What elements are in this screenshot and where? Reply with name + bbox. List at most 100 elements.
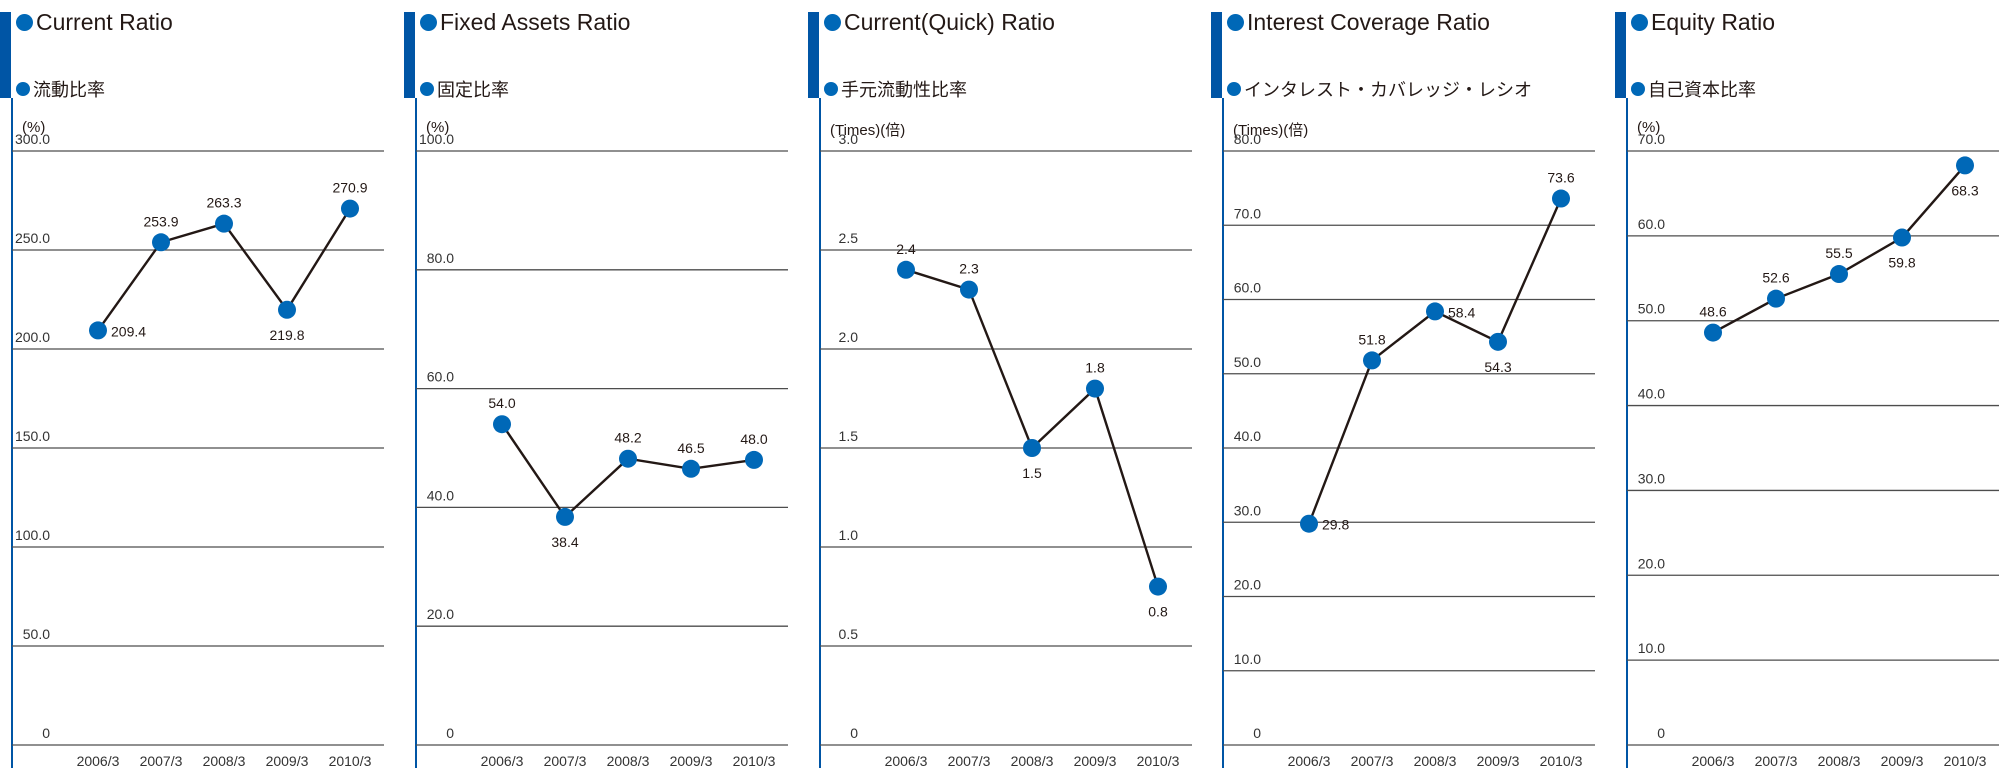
data-label: 29.8: [1322, 517, 1349, 533]
chart-panel-current-ratio: Current Ratio 流動比率 (%) 300.0 250.0 200.0 15…: [0, 0, 384, 768]
y-tick-label: 0.5: [839, 626, 859, 642]
bullet-icon: [16, 82, 30, 96]
bullet-icon: [1631, 14, 1648, 31]
x-tick-label: 2009/3: [266, 753, 309, 768]
y-axis-unit: (Times)(倍): [1233, 122, 1309, 139]
y-tick-label: 1.0: [839, 527, 859, 543]
y-tick-label: 0: [1253, 725, 1261, 741]
chart-panel-equity-ratio: Equity Ratio 自己資本比率 (%) 70.0 60.0 50.0 40.0…: [1615, 0, 1999, 768]
y-tick-label: 0: [42, 725, 50, 741]
x-tick-label: 2006/3: [885, 753, 928, 768]
data-point: [745, 450, 763, 469]
y-tick-label: 20.0: [427, 606, 454, 622]
bullet-icon: [824, 14, 841, 31]
data-label: 55.5: [1825, 245, 1852, 261]
y-tick-label: 50.0: [23, 626, 50, 642]
data-point: [215, 214, 233, 233]
y-tick-label: 100.0: [15, 527, 50, 543]
panel-title-en: Interest Coverage Ratio: [1227, 9, 1490, 36]
y-tick-label: 80.0: [427, 250, 454, 266]
y-tick-label: 20.0: [1234, 577, 1261, 593]
y-tick-label: 200.0: [15, 329, 50, 345]
data-point: [152, 233, 170, 252]
data-point: [493, 415, 511, 434]
panel-accent-stripe: [1211, 12, 1222, 98]
chart-panel-fixed-assets-ratio: Fixed Assets Ratio 固定比率 (%) 100.0 80.0 60.…: [404, 0, 788, 768]
panel-title-en-text: Current(Quick) Ratio: [844, 9, 1055, 35]
data-point: [1767, 289, 1785, 308]
x-tick-label: 2010/3: [329, 753, 372, 768]
data-point: [89, 321, 107, 340]
y-tick-label: 50.0: [1234, 354, 1261, 370]
panel-left-axis-line: [819, 98, 821, 768]
y-axis-unit: (Times)(倍): [830, 122, 906, 139]
data-point: [897, 260, 915, 279]
panel-accent-stripe: [1615, 12, 1626, 98]
y-tick-label: 2.5: [839, 230, 859, 246]
data-label: 270.9: [332, 180, 367, 196]
data-point: [1426, 302, 1444, 321]
y-tick-label: 2.0: [839, 329, 859, 345]
panel-left-axis-line: [11, 98, 13, 768]
y-axis-unit: (%): [22, 119, 46, 136]
y-tick-label: 70.0: [1638, 131, 1665, 147]
bullet-icon: [1227, 82, 1241, 96]
panel-title-jp: 手元流動性比率: [824, 76, 967, 102]
x-tick-label: 2010/3: [1540, 753, 1583, 768]
data-label: 51.8: [1358, 331, 1385, 347]
y-tick-label: 0: [446, 725, 454, 741]
y-axis-unit: (%): [1637, 119, 1661, 136]
panel-accent-stripe: [0, 12, 11, 98]
data-point: [1149, 577, 1167, 596]
data-label: 52.6: [1762, 270, 1789, 286]
y-tick-label: 3.0: [839, 131, 859, 147]
line-chart: 80.0 70.0 60.0 50.0 40.0 30.0 20.0 10.0 0 2006/3 2…: [1223, 131, 1595, 768]
data-point: [960, 280, 978, 299]
y-axis-unit: (%): [426, 119, 450, 136]
data-label: 219.8: [269, 327, 304, 343]
line-chart: 300.0 250.0 200.0 150.0 100.0 50.0 0 2006/3 2007…: [12, 131, 384, 768]
data-label: 1.8: [1085, 360, 1105, 376]
data-point: [1893, 228, 1911, 247]
y-tick-label: 20.0: [1638, 555, 1665, 571]
data-point: [556, 507, 574, 526]
x-tick-label: 2008/3: [1011, 753, 1054, 768]
data-label: 46.5: [677, 440, 704, 456]
data-label: 48.6: [1699, 304, 1726, 320]
y-tick-label: 60.0: [1638, 216, 1665, 232]
bullet-icon: [1631, 82, 1645, 96]
panel-title-en: Fixed Assets Ratio: [420, 9, 630, 36]
data-label: 38.4: [551, 534, 578, 550]
data-point: [1704, 323, 1722, 342]
x-tick-label: 2006/3: [481, 753, 524, 768]
x-tick-label: 2009/3: [670, 753, 713, 768]
data-label: 54.0: [488, 395, 515, 411]
y-tick-label: 30.0: [1234, 502, 1261, 518]
data-label: 68.3: [1951, 182, 1978, 198]
y-tick-label: 50.0: [1638, 301, 1665, 317]
data-label: 0.8: [1148, 604, 1168, 620]
y-tick-label: 70.0: [1234, 205, 1261, 221]
data-label: 59.8: [1888, 255, 1915, 271]
panel-title-jp-text: 固定比率: [437, 80, 509, 100]
y-tick-label: 10.0: [1234, 651, 1261, 667]
y-tick-label: 1.5: [839, 428, 859, 444]
x-tick-label: 2008/3: [1414, 753, 1457, 768]
panel-title-jp-text: インタレスト・カバレッジ・レシオ: [1244, 80, 1532, 100]
x-tick-label: 2007/3: [544, 753, 587, 768]
data-point: [1086, 379, 1104, 398]
y-tick-label: 0: [850, 725, 858, 741]
panel-title-jp: 流動比率: [16, 76, 105, 102]
chart-panel-interest-coverage-ratio: Interest Coverage Ratio インタレスト・カバレッジ・レシオ…: [1211, 0, 1595, 768]
series-line: [905, 268, 1160, 587]
panel-accent-stripe: [808, 12, 819, 98]
panel-title-jp-text: 自己資本比率: [1648, 80, 1756, 100]
panel-title-jp: 固定比率: [420, 76, 509, 102]
panel-left-axis-line: [1626, 98, 1628, 768]
y-tick-label: 40.0: [1234, 428, 1261, 444]
line-chart: 100.0 80.0 60.0 40.0 20.0 0 2006/3 2007/3 2008/3…: [416, 131, 788, 768]
y-tick-label: 100.0: [419, 131, 454, 147]
data-label: 58.4: [1448, 304, 1475, 320]
panel-title-en: Current(Quick) Ratio: [824, 9, 1055, 36]
data-label: 48.0: [740, 431, 767, 447]
